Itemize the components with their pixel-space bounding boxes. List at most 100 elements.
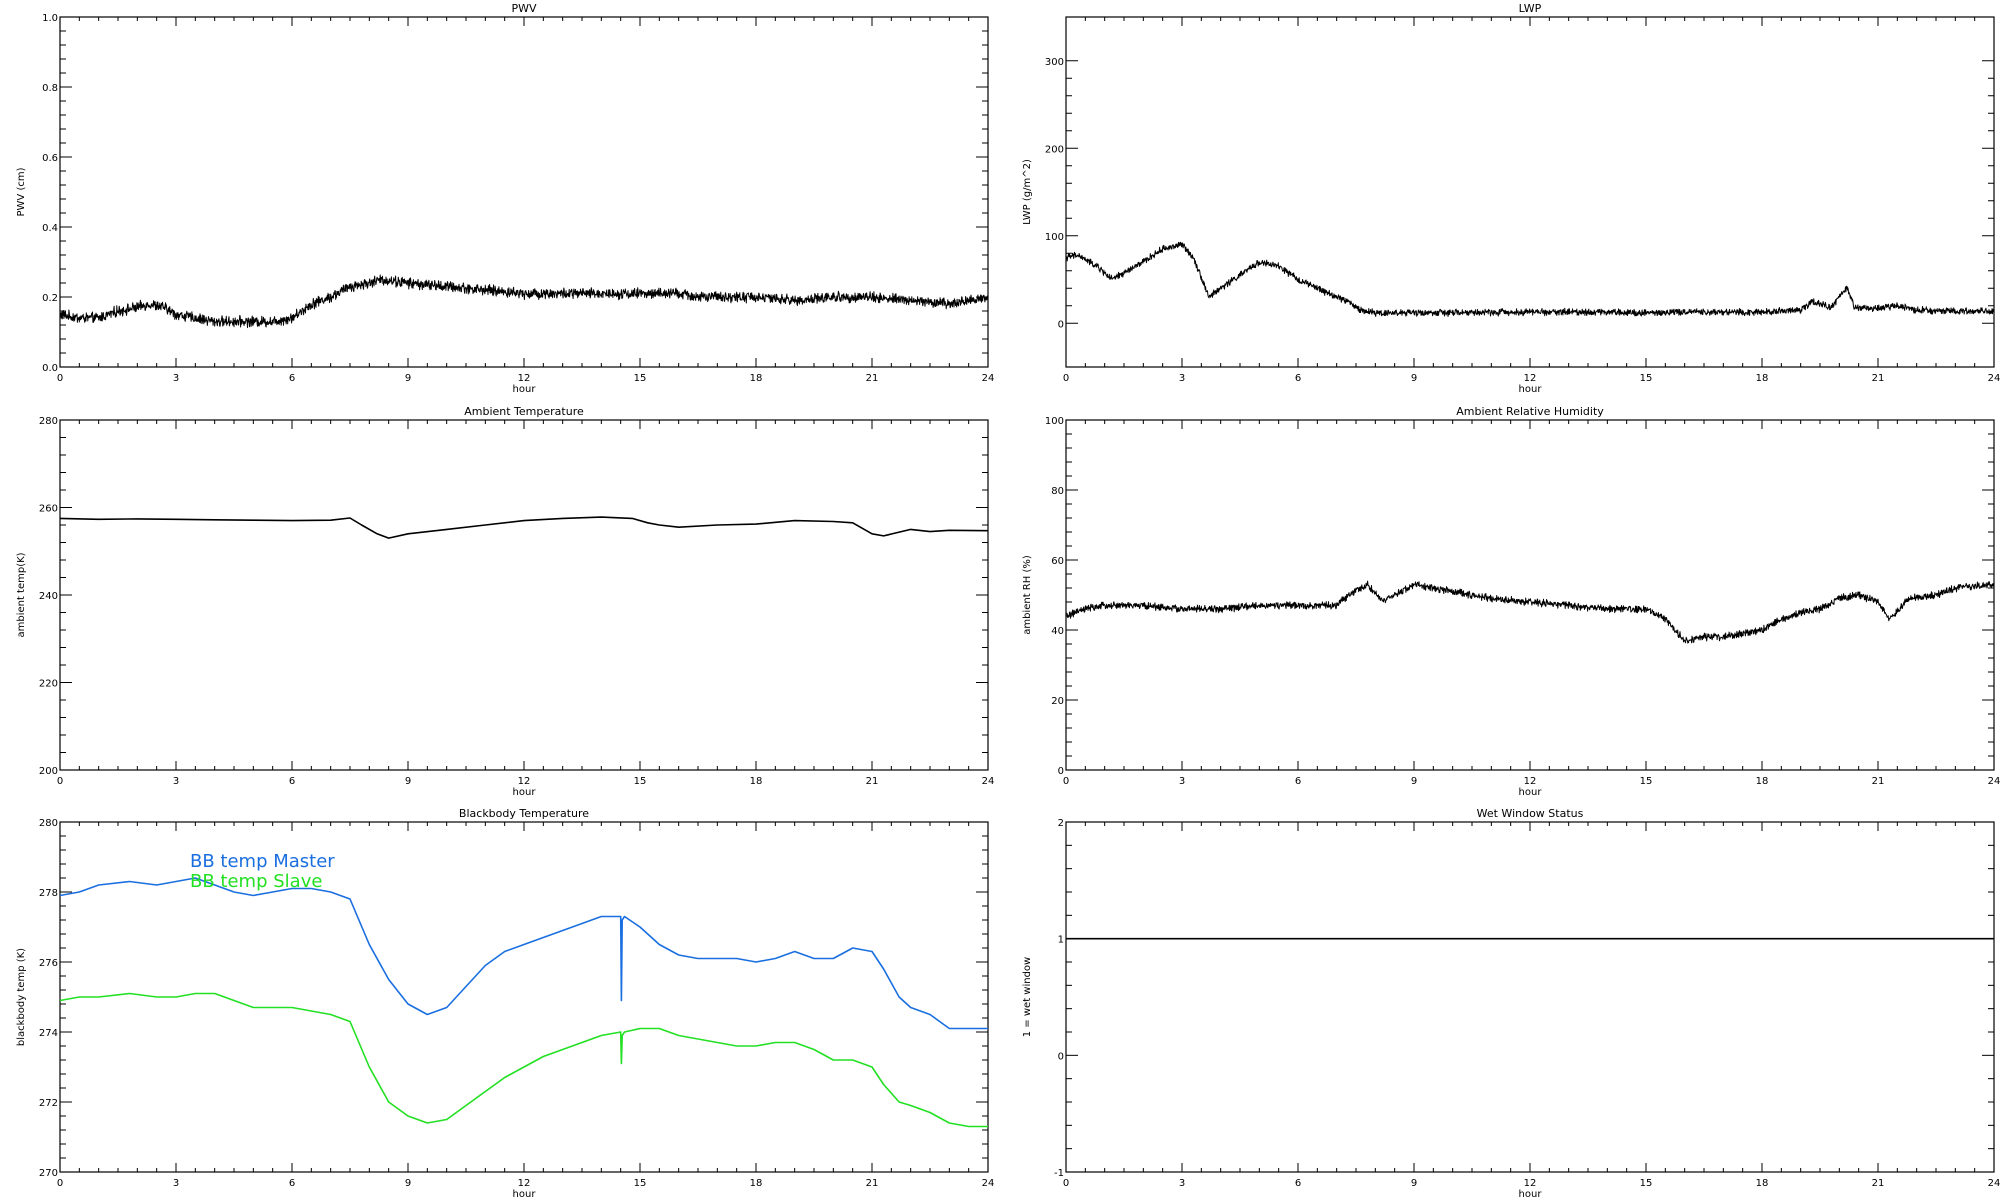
y-tick-label: 276 bbox=[39, 958, 58, 969]
y-tick-label: 0 bbox=[1058, 1051, 1064, 1062]
x-tick-label: 9 bbox=[1411, 776, 1417, 787]
x-tick-label: 21 bbox=[1872, 373, 1885, 384]
legend-entry: BB temp Master bbox=[190, 851, 335, 872]
x-tick-label: 9 bbox=[405, 1178, 411, 1189]
y-axis-label: ambient RH (%) bbox=[1022, 555, 1033, 635]
chart-title: Ambient Temperature bbox=[464, 405, 584, 418]
x-tick-label: 12 bbox=[518, 373, 531, 384]
x-tick-label: 6 bbox=[289, 1178, 295, 1189]
x-tick-label: 0 bbox=[1063, 373, 1069, 384]
chart-title: Wet Window Status bbox=[1477, 807, 1584, 820]
chart-title: Blackbody Temperature bbox=[459, 807, 589, 820]
y-tick-label: 240 bbox=[39, 591, 58, 602]
x-tick-label: 12 bbox=[1524, 776, 1537, 787]
y-tick-label: 1 bbox=[1058, 935, 1064, 946]
y-tick-label: 100 bbox=[1045, 232, 1064, 243]
x-tick-label: 12 bbox=[1524, 373, 1537, 384]
x-tick-label: 9 bbox=[1411, 1178, 1417, 1189]
panel-ambient-temp: Ambient Temperature 0 3 6 9 12 15 18 21 24 hour 200… bbox=[16, 405, 994, 798]
series-line-lwp bbox=[1065, 241, 1995, 317]
y-axis-label: ambient temp(K) bbox=[16, 552, 27, 637]
x-tick-label: 9 bbox=[1411, 373, 1417, 384]
panel-blackbody-temp: Blackbody Temperature 0 3 6 9 12 15 18 21 24 hour 2… bbox=[16, 807, 994, 1200]
x-tick-label: 0 bbox=[57, 776, 63, 787]
series-line-pwv bbox=[59, 274, 989, 329]
x-tick-label: 6 bbox=[1295, 373, 1301, 384]
x-tick-label: 0 bbox=[1063, 1178, 1069, 1189]
series-line-ambient-rh bbox=[1065, 580, 1995, 644]
y-tick-label: 0 bbox=[1058, 319, 1064, 330]
x-tick-label: 3 bbox=[1179, 373, 1185, 384]
y-axis-label: 1 = wet window bbox=[1022, 957, 1033, 1037]
panel-ambient-rh: Ambient Relative Humidity 0 3 6 9 12 15 18 21 24 h… bbox=[1022, 405, 2000, 798]
x-tick-label: 9 bbox=[405, 373, 411, 384]
y-tick-label: 0 bbox=[1058, 766, 1064, 777]
x-tick-label: 21 bbox=[866, 1178, 879, 1189]
x-tick-label: 24 bbox=[982, 776, 995, 787]
x-tick-label: 0 bbox=[57, 1178, 63, 1189]
y-tick-label: 2 bbox=[1058, 818, 1064, 829]
x-tick-label: 6 bbox=[289, 776, 295, 787]
plot-frame bbox=[1065, 821, 1995, 1173]
y-tick-label: 0.4 bbox=[42, 223, 58, 234]
x-tick-label: 24 bbox=[982, 373, 995, 384]
y-tick-label: 0.8 bbox=[42, 83, 58, 94]
x-tick-label: 24 bbox=[1988, 1178, 2000, 1189]
x-tick-label: 18 bbox=[750, 373, 763, 384]
y-tick-label: 100 bbox=[1045, 416, 1064, 427]
x-tick-label: 21 bbox=[1872, 776, 1885, 787]
x-tick-label: 15 bbox=[634, 373, 647, 384]
y-axis-label: PWV (cm) bbox=[16, 167, 27, 216]
x-tick-label: 18 bbox=[1756, 1178, 1769, 1189]
x-tick-label: 24 bbox=[1988, 776, 2000, 787]
y-tick-label: -1 bbox=[1054, 1168, 1064, 1179]
y-tick-label: 280 bbox=[39, 416, 58, 427]
y-tick-label: 260 bbox=[39, 504, 58, 515]
y-tick-label: 60 bbox=[1051, 556, 1064, 567]
y-tick-label: 0.0 bbox=[42, 363, 58, 374]
x-tick-label: 0 bbox=[57, 373, 63, 384]
plot-frame bbox=[1065, 16, 1995, 368]
x-tick-label: 15 bbox=[1640, 373, 1653, 384]
x-tick-label: 24 bbox=[1988, 373, 2000, 384]
x-tick-label: 15 bbox=[634, 1178, 647, 1189]
x-tick-label: 12 bbox=[1524, 1178, 1537, 1189]
x-tick-label: 3 bbox=[173, 373, 179, 384]
chart-title: PWV bbox=[511, 2, 537, 15]
y-tick-label: 40 bbox=[1051, 626, 1064, 637]
x-tick-label: 12 bbox=[518, 776, 531, 787]
x-tick-label: 15 bbox=[1640, 1178, 1653, 1189]
panel-pwv: PWV 0 3 6 9 12 15 18 21 24 hour 0.0 0.2 0.4 0.6 0.8 1.0 P… bbox=[16, 2, 994, 395]
series-line-ambient-temp bbox=[59, 516, 989, 539]
chart-title: Ambient Relative Humidity bbox=[1456, 405, 1604, 418]
plot-frame bbox=[59, 16, 989, 368]
x-tick-label: 6 bbox=[1295, 1178, 1301, 1189]
x-tick-label: 3 bbox=[173, 1178, 179, 1189]
y-tick-label: 0.6 bbox=[42, 153, 58, 164]
x-tick-label: 18 bbox=[750, 1178, 763, 1189]
x-tick-label: 15 bbox=[1640, 776, 1653, 787]
series-line-bb-temp-master bbox=[59, 877, 988, 1030]
y-tick-label: 200 bbox=[1045, 144, 1064, 155]
y-tick-label: 300 bbox=[1045, 57, 1064, 68]
x-tick-label: 18 bbox=[1756, 776, 1769, 787]
y-tick-label: 280 bbox=[39, 818, 58, 829]
x-axis-label: hour bbox=[1519, 1189, 1543, 1200]
x-tick-label: 9 bbox=[405, 776, 411, 787]
x-tick-label: 6 bbox=[1295, 776, 1301, 787]
x-tick-label: 18 bbox=[750, 776, 763, 787]
x-tick-label: 21 bbox=[1872, 1178, 1885, 1189]
chart-title: LWP bbox=[1519, 2, 1542, 15]
y-tick-label: 272 bbox=[39, 1098, 58, 1109]
y-axis-label: LWP (g/m^2) bbox=[1022, 159, 1033, 225]
panel-lwp: LWP 0 3 6 9 12 15 18 21 24 hour 0 100 200 300 LWP (g/m^… bbox=[1022, 2, 2000, 395]
x-tick-label: 24 bbox=[982, 1178, 995, 1189]
plot-frame bbox=[59, 419, 989, 771]
y-tick-label: 270 bbox=[39, 1168, 58, 1179]
x-tick-label: 12 bbox=[518, 1178, 531, 1189]
x-tick-label: 0 bbox=[1063, 776, 1069, 787]
legend-entry: BB temp Slave bbox=[190, 871, 322, 892]
x-tick-label: 15 bbox=[634, 776, 647, 787]
x-tick-label: 3 bbox=[1179, 1178, 1185, 1189]
